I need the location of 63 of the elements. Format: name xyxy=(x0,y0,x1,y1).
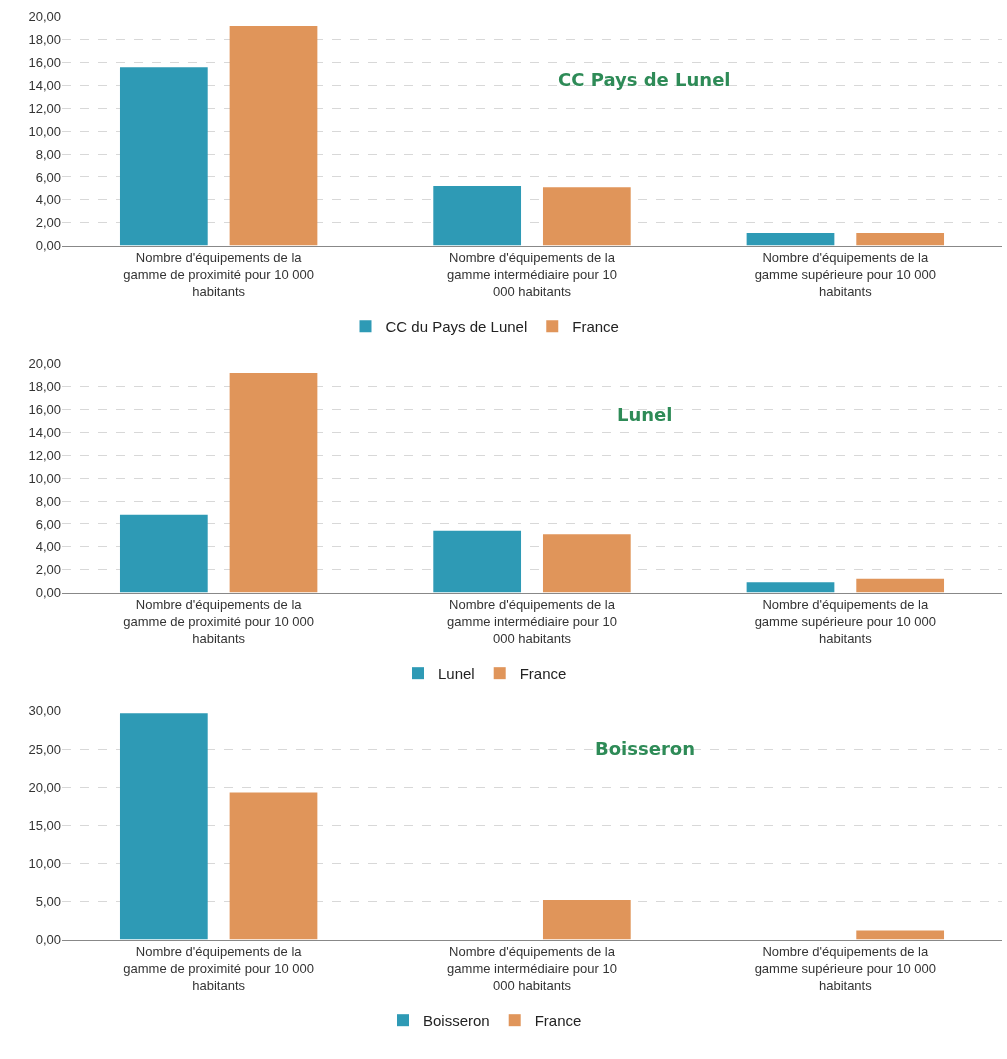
y-tick-label: 0,00 xyxy=(35,585,61,601)
y-tick-label: 2,00 xyxy=(35,562,61,578)
x-tick-label: Nombre d'équipements de la gamme intermédiaire pour 10 000 habitants xyxy=(447,944,617,993)
y-tick-label: 14,00 xyxy=(28,425,61,441)
y-tick-label: 10,00 xyxy=(28,470,61,486)
bar xyxy=(746,582,835,593)
y-tick-label: 16,00 xyxy=(28,402,61,418)
y-tick-label: 30,00 xyxy=(28,703,61,719)
y-tick-label: 16,00 xyxy=(28,55,61,71)
y-tick-label: 0,00 xyxy=(35,932,61,948)
y-tick-label: 5,00 xyxy=(35,894,61,910)
bar xyxy=(119,67,208,246)
x-tick-label: Nombre d'équipements de la gamme supérieure pour 10 000 habitants xyxy=(754,597,937,646)
bar xyxy=(433,186,522,246)
bar xyxy=(119,713,208,940)
legend-label: France xyxy=(572,318,619,336)
legend-label: Boisseron xyxy=(423,1012,490,1030)
x-tick-label: Nombre d'équipements de la gamme intermédiaire pour 10 000 habitants xyxy=(447,250,617,299)
bar xyxy=(542,899,631,940)
text: Boisseron xyxy=(595,738,695,759)
y-tick-label: 6,00 xyxy=(35,516,61,532)
text: CC Pays de Lunel xyxy=(558,69,731,90)
y-tick-label: 15,00 xyxy=(28,817,61,833)
bar xyxy=(229,373,318,593)
x-tick-label: Nombre d'équipements de la gamme de proximité pour 10 000 habitants xyxy=(123,597,315,646)
x-tick-label: Nombre d'équipements de la gamme supérieure pour 10 000 habitants xyxy=(754,250,937,299)
y-tick-label: 0,00 xyxy=(35,238,61,254)
bar xyxy=(229,26,318,246)
bar xyxy=(119,514,208,593)
bar xyxy=(542,534,631,593)
legend-label: Lunel xyxy=(438,665,475,683)
bar xyxy=(229,792,318,940)
y-tick-label: 25,00 xyxy=(28,741,61,757)
legend-label: France xyxy=(534,1012,582,1030)
y-tick-label: 20,00 xyxy=(28,356,61,372)
y-tick-label: 12,00 xyxy=(28,100,61,116)
text: Lunel xyxy=(617,404,673,425)
bar xyxy=(856,232,945,246)
x-tick-label: Nombre d'équipements de la gamme intermédiaire pour 10 000 habitants xyxy=(447,597,617,646)
x-tick-label: Nombre d'équipements de la gamme de proximité pour 10 000 habitants xyxy=(123,944,315,993)
y-tick-label: 18,00 xyxy=(28,379,61,395)
y-tick-label: 8,00 xyxy=(35,146,61,162)
y-tick-label: 10,00 xyxy=(28,855,61,871)
y-tick-label: 4,00 xyxy=(35,192,61,208)
y-tick-label: 8,00 xyxy=(35,493,61,509)
y-tick-label: 20,00 xyxy=(28,9,61,25)
y-tick-label: 12,00 xyxy=(28,447,61,463)
legend-label: France xyxy=(519,665,567,683)
bar xyxy=(746,232,835,246)
legend-label: CC du Pays de Lunel xyxy=(385,318,528,336)
bar xyxy=(856,930,945,940)
y-tick-label: 10,00 xyxy=(28,123,61,139)
y-tick-label: 18,00 xyxy=(28,32,61,48)
bar xyxy=(542,187,631,246)
x-tick-label: Nombre d'équipements de la gamme de proximité pour 10 000 habitants xyxy=(123,250,315,299)
bar xyxy=(856,578,945,593)
y-tick-label: 4,00 xyxy=(35,539,61,555)
y-tick-label: 6,00 xyxy=(35,169,61,185)
y-tick-label: 2,00 xyxy=(35,215,61,231)
x-tick-label: Nombre d'équipements de la gamme supérieure pour 10 000 habitants xyxy=(754,944,937,993)
y-tick-label: 20,00 xyxy=(28,779,61,795)
bar xyxy=(433,530,522,593)
y-tick-label: 14,00 xyxy=(28,78,61,94)
